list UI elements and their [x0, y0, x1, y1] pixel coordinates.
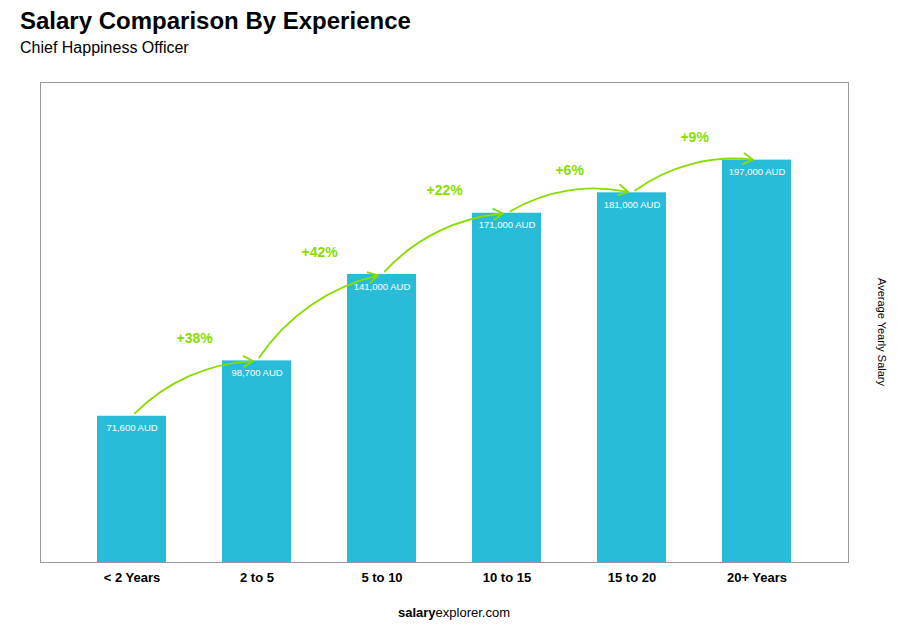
svg-text:181,000 AUD: 181,000 AUD: [604, 199, 661, 210]
svg-text:20+ Years: 20+ Years: [727, 570, 787, 585]
html-text:Average Yearly Salary: Average Yearly Salary: [876, 278, 888, 386]
svg-text:10 to 15: 10 to 15: [483, 570, 531, 585]
html-text:Chief Happiness Officer: Chief Happiness Officer: [20, 39, 189, 56]
svg-text:71,600 AUD: 71,600 AUD: [106, 422, 157, 433]
svg-text:+42%: +42%: [302, 244, 339, 260]
svg-text:171,000 AUD: 171,000 AUD: [479, 219, 536, 230]
svg-text:+6%: +6%: [555, 162, 584, 178]
svg-text:98,700 AUD: 98,700 AUD: [231, 367, 282, 378]
svg-text:5 to 10: 5 to 10: [361, 570, 402, 585]
svg-text:141,000 AUD: 141,000 AUD: [354, 281, 411, 292]
svg-text:+22%: +22%: [427, 182, 464, 198]
svg-text:15 to 20: 15 to 20: [608, 570, 656, 585]
svg-text:2 to 5: 2 to 5: [240, 570, 274, 585]
svg-text:197,000 AUD: 197,000 AUD: [729, 166, 786, 177]
svg-text:+9%: +9%: [680, 129, 709, 145]
html-text:salary explorer.com: salary explorer.com: [398, 605, 510, 620]
svg-text:< 2 Years: < 2 Years: [104, 570, 161, 585]
html-text:Salary Comparison By Experienc: Salary Comparison By Experience: [20, 7, 411, 34]
svg-text:+38%: +38%: [177, 330, 214, 346]
